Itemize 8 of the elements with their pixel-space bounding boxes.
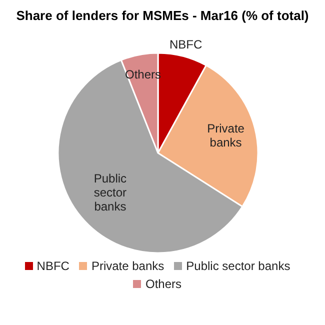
legend-label: Private banks <box>91 259 164 273</box>
slice-label: Public sector banks <box>94 172 127 214</box>
slice-label: Private banks <box>207 122 245 150</box>
slice-label: NBFC <box>170 38 203 52</box>
legend-label: NBFC <box>36 259 70 273</box>
legend-label: Public sector banks <box>186 259 290 273</box>
chart-title: Share of lenders for MSMEs - Mar16 (% of total) <box>15 8 310 23</box>
legend-label: Others <box>145 277 182 291</box>
